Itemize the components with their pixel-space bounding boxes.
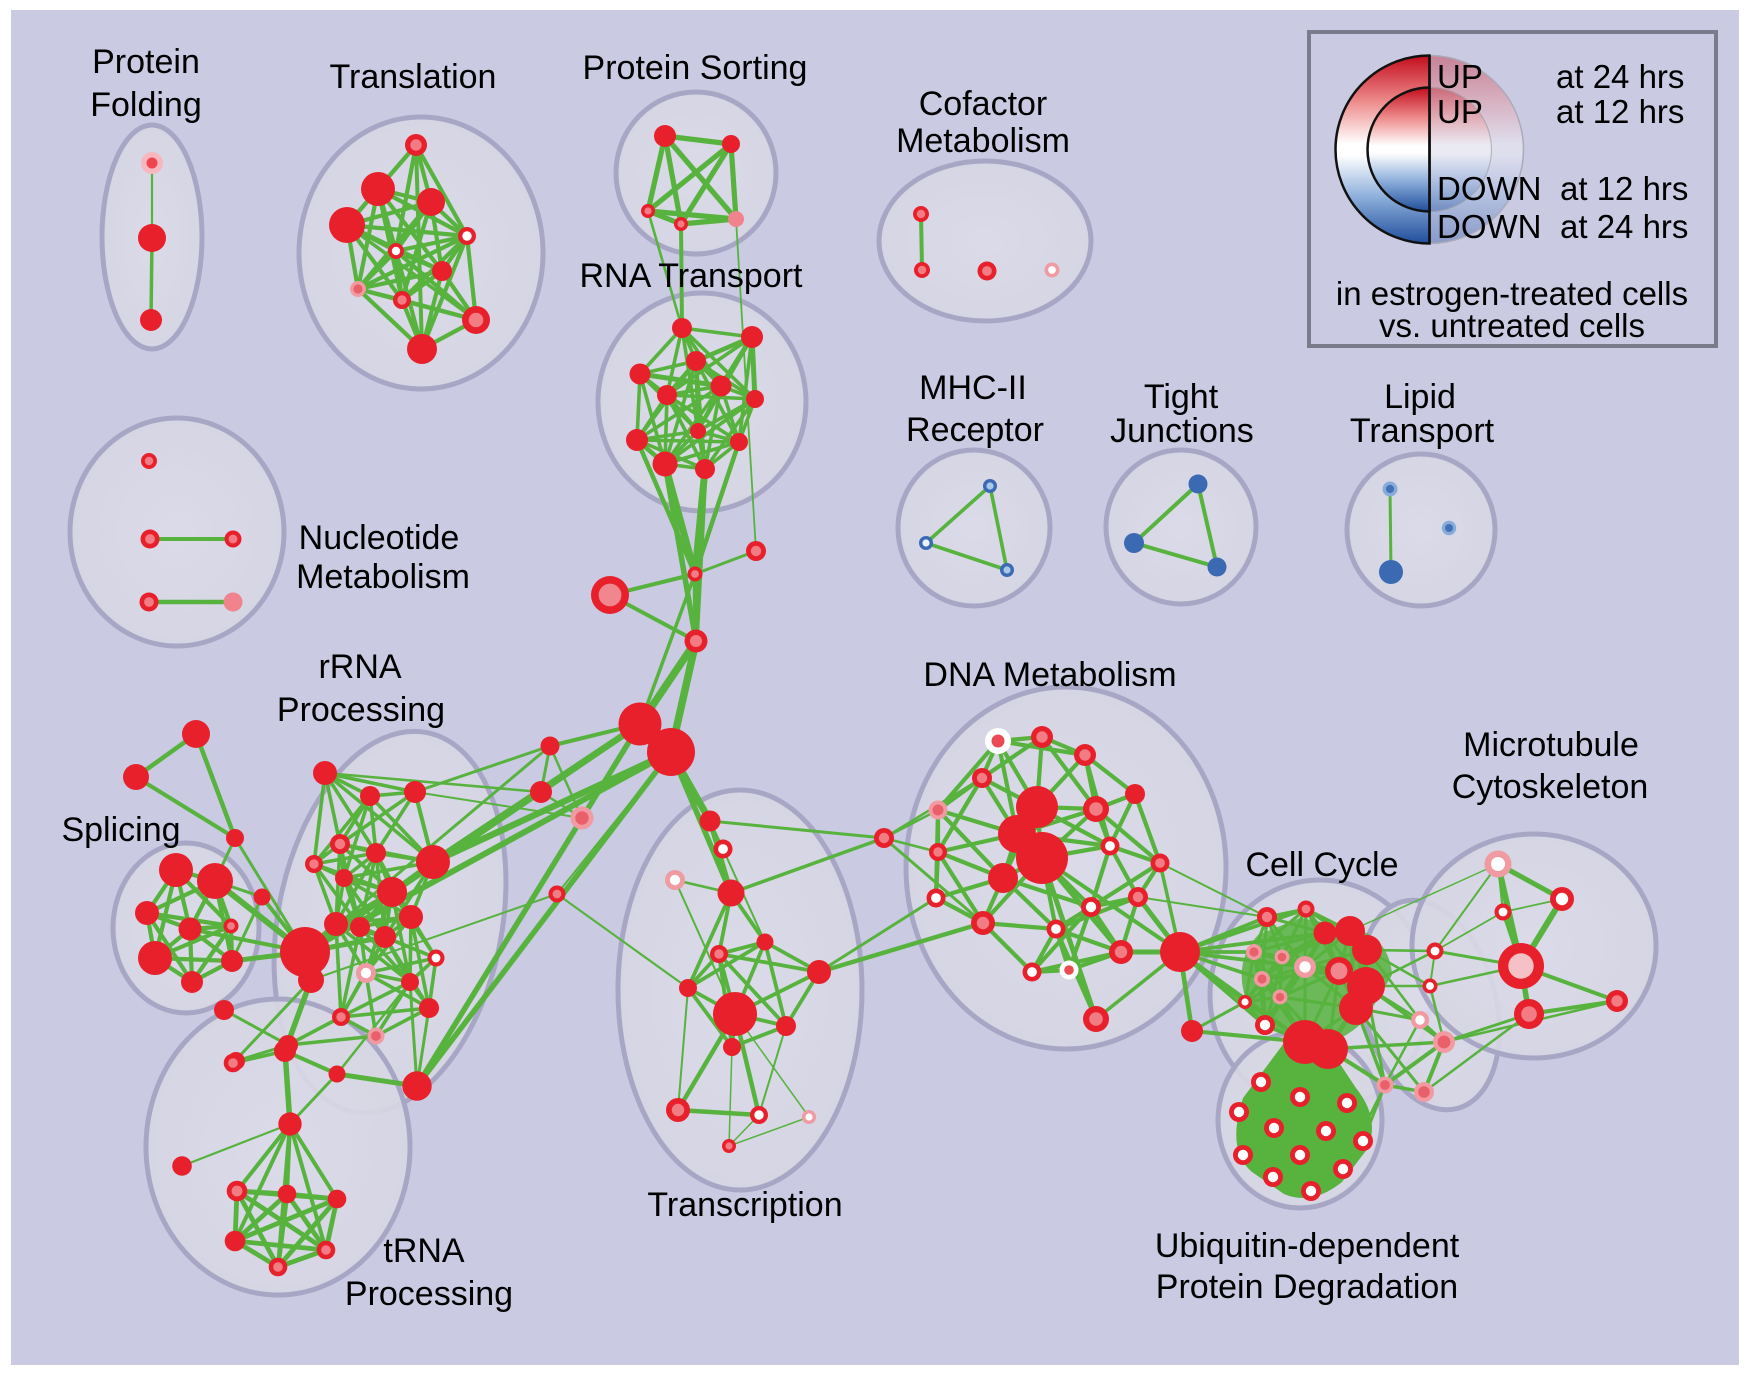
svg-text:Protein Sorting: Protein Sorting	[583, 49, 808, 87]
svg-text:Metabolism: Metabolism	[296, 558, 470, 596]
svg-text:Processing: Processing	[345, 1275, 513, 1313]
svg-text:Metabolism: Metabolism	[896, 122, 1070, 160]
svg-text:Tight: Tight	[1144, 378, 1219, 416]
svg-text:Cytoskeleton: Cytoskeleton	[1452, 768, 1649, 806]
svg-text:Transport: Transport	[1350, 412, 1495, 450]
svg-text:RNA Transport: RNA Transport	[580, 257, 804, 295]
svg-text:at 12 hrs: at 12 hrs	[1560, 170, 1688, 207]
svg-text:Transcription: Transcription	[647, 1186, 842, 1224]
svg-text:UP: UP	[1437, 58, 1483, 95]
svg-text:MHC-II: MHC-II	[919, 369, 1027, 407]
svg-text:at 12 hrs: at 12 hrs	[1556, 93, 1684, 130]
svg-text:Cofactor: Cofactor	[919, 85, 1048, 123]
svg-text:in estrogen-treated cells: in estrogen-treated cells	[1336, 275, 1688, 312]
svg-text:UP: UP	[1437, 93, 1483, 130]
svg-text:Lipid: Lipid	[1384, 378, 1456, 416]
svg-text:Protein Degradation: Protein Degradation	[1156, 1268, 1458, 1306]
svg-text:Cell Cycle: Cell Cycle	[1245, 846, 1398, 884]
svg-text:DOWN: DOWN	[1437, 208, 1541, 245]
svg-text:Folding: Folding	[90, 86, 202, 124]
svg-text:Ubiquitin-dependent: Ubiquitin-dependent	[1155, 1227, 1460, 1265]
svg-text:rRNA: rRNA	[318, 648, 401, 686]
svg-text:Protein: Protein	[92, 43, 200, 81]
svg-text:Nucleotide: Nucleotide	[299, 519, 460, 557]
svg-text:DOWN: DOWN	[1437, 170, 1541, 207]
svg-text:Receptor: Receptor	[906, 411, 1044, 449]
svg-text:tRNA: tRNA	[383, 1232, 465, 1270]
svg-text:Processing: Processing	[277, 691, 445, 729]
svg-text:Junctions: Junctions	[1110, 412, 1254, 450]
svg-text:Translation: Translation	[330, 58, 497, 96]
svg-text:DNA Metabolism: DNA Metabolism	[923, 656, 1176, 694]
svg-text:Microtubule: Microtubule	[1463, 726, 1639, 764]
svg-text:Splicing: Splicing	[61, 811, 180, 849]
svg-text:at 24 hrs: at 24 hrs	[1560, 208, 1688, 245]
svg-text:at 24 hrs: at 24 hrs	[1556, 58, 1684, 95]
svg-text:vs. untreated cells: vs. untreated cells	[1379, 307, 1645, 344]
